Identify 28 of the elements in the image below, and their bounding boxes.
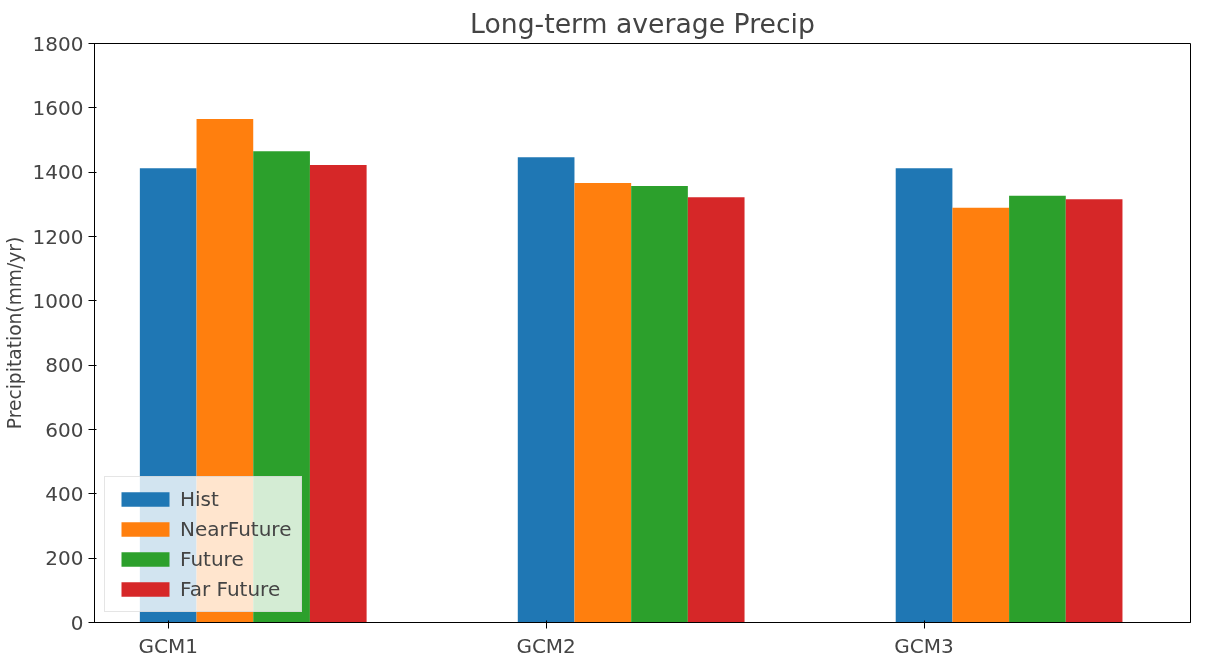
y-tick-label: 1400 xyxy=(32,160,84,185)
y-tick-label: 200 xyxy=(45,546,84,571)
legend-label: Hist xyxy=(180,487,219,511)
chart-title: Long-term average Precip xyxy=(470,7,815,39)
bar xyxy=(517,157,575,623)
bar xyxy=(895,168,953,623)
y-tick-label: 1800 xyxy=(32,31,84,56)
y-tick-label: 800 xyxy=(45,353,84,378)
y-tick-label: 1600 xyxy=(32,95,84,120)
bar xyxy=(631,186,688,623)
y-tick-label: 0 xyxy=(70,610,84,635)
bar xyxy=(1009,195,1066,623)
x-tick-label: GCM2 xyxy=(516,633,576,658)
legend-label: Far Future xyxy=(180,577,281,601)
bar xyxy=(952,207,1010,623)
bar xyxy=(574,183,632,623)
y-tick-label: 400 xyxy=(45,481,84,506)
y-tick-label: 1000 xyxy=(32,288,84,313)
x-tick-label: GCM1 xyxy=(138,633,198,658)
y-axis-title: Precipitation(mm/yr) xyxy=(3,236,25,430)
bar xyxy=(309,165,367,623)
bar xyxy=(687,197,745,623)
y-tick-label: 1200 xyxy=(32,224,84,249)
x-tick-label: GCM3 xyxy=(894,633,954,658)
bar xyxy=(1065,199,1123,623)
legend-label: Future xyxy=(180,547,244,571)
legend-label: NearFuture xyxy=(180,517,292,541)
y-tick-label: 600 xyxy=(45,417,84,442)
